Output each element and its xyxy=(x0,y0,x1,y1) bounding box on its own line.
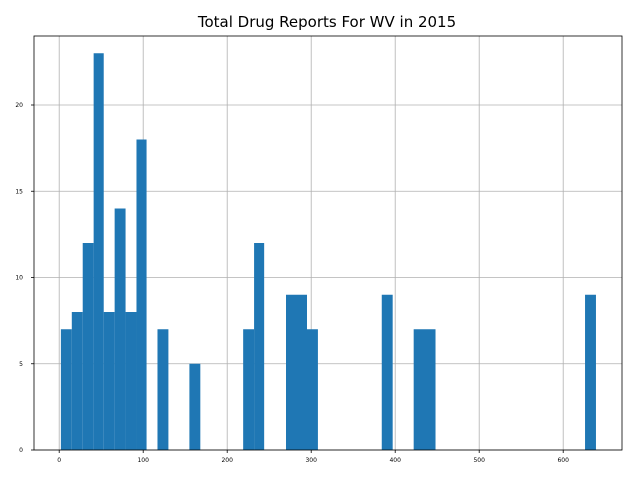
histogram-bar xyxy=(189,363,201,450)
histogram-bar xyxy=(157,329,169,450)
histogram-bar xyxy=(307,329,318,450)
x-tick-label: 600 xyxy=(557,457,569,464)
histogram-bar xyxy=(381,294,393,450)
x-axis: 0 100 200 300 400 500 600 xyxy=(57,450,569,464)
y-tick-label: 15 xyxy=(15,188,23,195)
histogram-bar xyxy=(93,53,104,450)
y-tick-label: 10 xyxy=(15,275,23,282)
x-tick-label: 0 xyxy=(57,457,61,464)
y-tick-label: 20 xyxy=(15,102,23,109)
histogram-bar xyxy=(71,312,83,450)
histogram-bar xyxy=(243,329,255,450)
histogram-bar xyxy=(60,329,72,450)
histogram-bar xyxy=(413,329,436,450)
x-tick-label: 200 xyxy=(221,457,233,464)
histogram-bar xyxy=(125,312,137,450)
x-tick-label: 300 xyxy=(305,457,317,464)
histogram-bar xyxy=(286,294,307,450)
histogram-bar xyxy=(136,139,147,450)
histogram-bar xyxy=(585,294,596,450)
y-axis: 0 5 10 15 20 xyxy=(15,102,34,454)
grid-lines xyxy=(34,36,622,451)
y-tick-label: 0 xyxy=(19,447,23,454)
plot-frame xyxy=(33,35,623,451)
histogram-bar xyxy=(103,312,115,450)
y-tick-label: 5 xyxy=(19,361,23,368)
bars xyxy=(60,53,596,450)
x-tick-label: 100 xyxy=(137,457,149,464)
histogram-bar xyxy=(254,243,265,450)
histogram-bar xyxy=(114,208,126,450)
histogram-bar xyxy=(82,243,94,450)
chart-title: Total Drug Reports For WV in 2015 xyxy=(197,13,456,31)
x-tick-label: 400 xyxy=(389,457,401,464)
x-tick-label: 500 xyxy=(473,457,485,464)
